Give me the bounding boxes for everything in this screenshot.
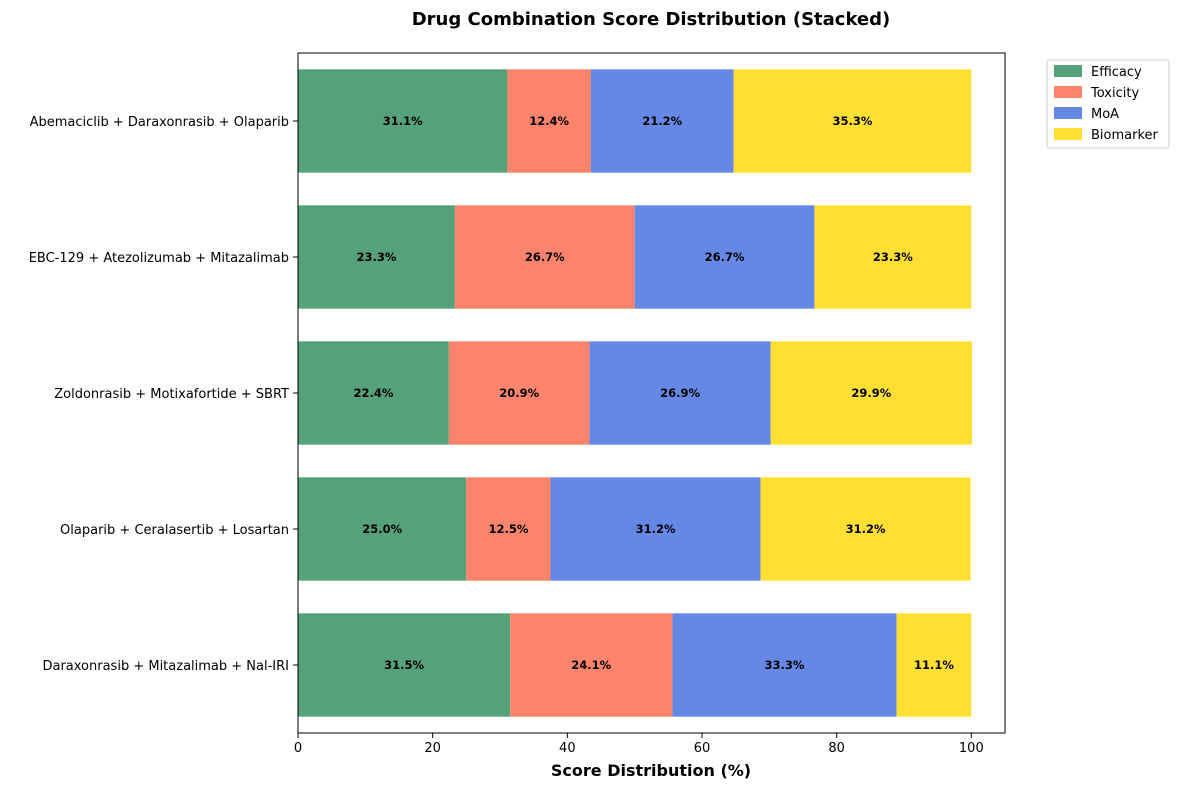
segment-value-label: 31.1% — [383, 114, 423, 128]
bar-segment-biomarker — [896, 613, 972, 717]
x-tick-label: 80 — [828, 741, 845, 756]
bar-segment-toxicity — [454, 205, 635, 309]
legend: Efficacy Toxicity MoA Biomarker — [1046, 59, 1170, 149]
y-tick-label: EBC-129 + Atezolizumab + Mitazalimab — [29, 251, 289, 266]
x-tick-label: 100 — [959, 741, 984, 756]
segment-value-label: 23.3% — [356, 250, 396, 264]
legend-frame — [1046, 59, 1170, 149]
segment-value-label: 22.4% — [353, 386, 393, 400]
x-tick-label: 20 — [424, 741, 441, 756]
segment-value-label: 25.0% — [362, 522, 402, 536]
y-tick-label: Olaparib + Ceralasertib + Losartan — [60, 523, 289, 538]
bar-segment-moa — [550, 477, 761, 581]
bar-segment-biomarker — [770, 341, 973, 445]
segment-value-label: 29.9% — [851, 386, 891, 400]
bar-segment-biomarker — [733, 69, 972, 173]
legend-label: Biomarker — [1091, 128, 1159, 143]
segment-value-label: 31.5% — [384, 658, 424, 672]
x-axis-ticks: 0 20 40 60 80 100 — [294, 733, 984, 756]
segment-labels-layer: 31.1% 12.4% 21.2% 35.3% 23.3% 26.7% 26.7% 23.3%… — [353, 114, 954, 672]
segment-value-label: 26.7% — [705, 250, 745, 264]
segment-value-label: 35.3% — [833, 114, 873, 128]
segment-value-label: 24.1% — [571, 658, 611, 672]
bar-segment-toxicity — [466, 477, 551, 581]
legend-swatch-toxicity — [1054, 86, 1082, 98]
segment-value-label: 23.3% — [873, 250, 913, 264]
bar-segment-biomarker — [814, 205, 972, 309]
bar-segment-moa — [672, 613, 897, 717]
bars-layer — [298, 69, 973, 717]
segment-value-label: 31.2% — [636, 522, 676, 536]
bar-segment-moa — [590, 69, 734, 173]
bar-segment-toxicity — [510, 613, 673, 717]
legend-label: Toxicity — [1090, 86, 1139, 101]
legend-swatch-moa — [1054, 107, 1082, 119]
segment-value-label: 21.2% — [642, 114, 682, 128]
x-tick-label: 60 — [694, 741, 711, 756]
bar-segment-efficacy — [298, 69, 508, 173]
x-tick-label: 0 — [294, 741, 302, 756]
segment-value-label: 20.9% — [499, 386, 539, 400]
x-axis-label: Score Distribution (%) — [551, 761, 751, 780]
legend-label: MoA — [1091, 107, 1119, 122]
segment-value-label: 26.7% — [525, 250, 565, 264]
bar-segment-toxicity — [507, 69, 591, 173]
legend-label: Efficacy — [1091, 65, 1142, 80]
legend-swatch-efficacy — [1054, 65, 1082, 77]
bar-segment-biomarker — [760, 477, 971, 581]
legend-swatch-biomarker — [1054, 128, 1082, 140]
bar-segment-toxicity — [448, 341, 590, 445]
segment-value-label: 12.4% — [529, 114, 569, 128]
segment-value-label: 31.2% — [846, 522, 886, 536]
bar-segment-efficacy — [298, 205, 455, 309]
y-axis-ticks: Abemaciclib + Daraxonrasib + Olaparib EBC… — [29, 115, 298, 674]
chart-title: Drug Combination Score Distribution (Sta… — [412, 9, 891, 30]
bar-segment-efficacy — [298, 341, 449, 445]
y-tick-label: Daraxonrasib + Mitazalimab + Nal-IRI — [42, 659, 289, 674]
bar-segment-moa — [589, 341, 771, 445]
y-tick-label: Zoldonrasib + Motixafortide + SBRT — [54, 387, 289, 402]
segment-value-label: 26.9% — [660, 386, 700, 400]
segment-value-label: 11.1% — [914, 658, 954, 672]
x-tick-label: 40 — [559, 741, 576, 756]
segment-value-label: 12.5% — [488, 522, 528, 536]
segment-value-label: 33.3% — [765, 658, 805, 672]
bar-segment-moa — [634, 205, 815, 309]
bar-segment-efficacy — [298, 477, 467, 581]
y-tick-label: Abemaciclib + Daraxonrasib + Olaparib — [30, 115, 289, 130]
bar-segment-efficacy — [298, 613, 511, 717]
